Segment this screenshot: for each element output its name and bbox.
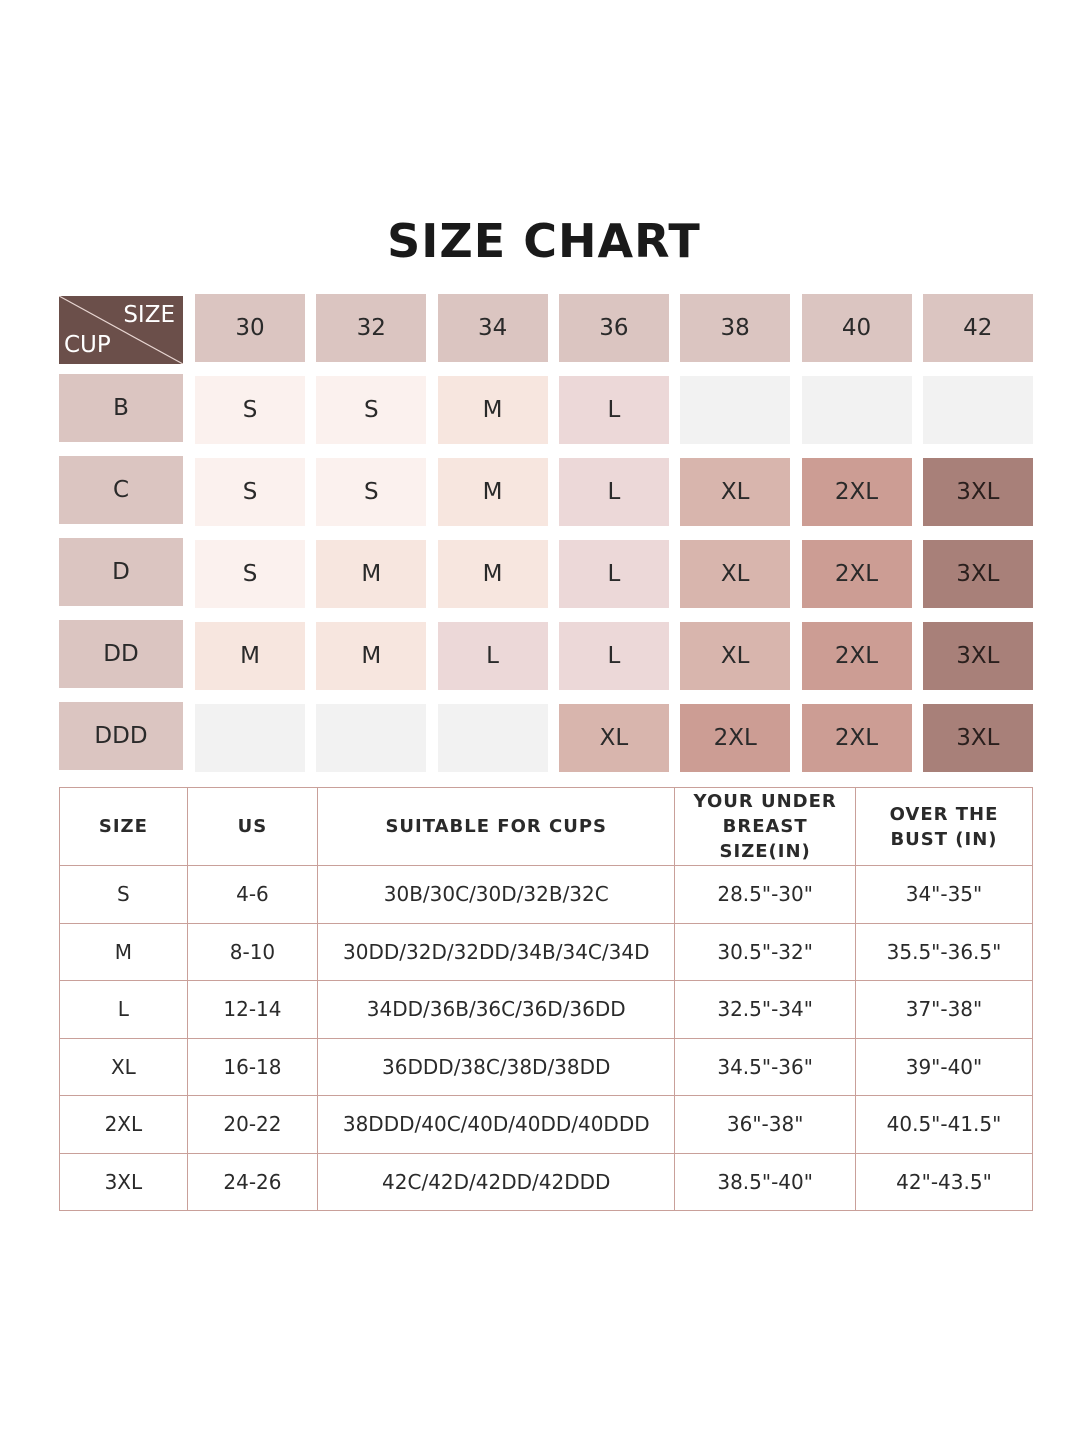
size-cell: XL — [680, 540, 791, 608]
size-cell: M — [316, 622, 427, 690]
band-size-header: 34 — [437, 294, 548, 362]
size-cell: XL — [680, 458, 791, 526]
size-cell: L — [558, 376, 669, 444]
cup-label: C — [59, 456, 183, 524]
size-cell: 3XL — [922, 540, 1033, 608]
size-cell: M — [195, 622, 305, 690]
size-cell: M — [437, 458, 548, 526]
size-cell — [680, 376, 791, 444]
grid-corner-header: SIZE CUP — [59, 296, 183, 364]
table-cell: M — [59, 922, 188, 981]
size-cell: L — [437, 622, 548, 690]
table-cell: 36DDD/38C/38D/38DD — [317, 1037, 676, 1096]
size-cell: S — [195, 376, 305, 444]
size-cell: 2XL — [680, 704, 791, 772]
diagonal-divider — [59, 296, 183, 364]
band-size-header: 42 — [922, 294, 1033, 362]
table-cell: S — [59, 865, 188, 924]
table-cell: 2XL — [59, 1095, 188, 1154]
size-cell: XL — [558, 704, 669, 772]
size-cell: 2XL — [801, 540, 912, 608]
size-cell — [801, 376, 912, 444]
table-cell: 24-26 — [186, 1152, 319, 1211]
size-cell: M — [437, 376, 548, 444]
page-title: SIZE CHART — [387, 214, 701, 268]
size-cell: 3XL — [922, 458, 1033, 526]
table-cell: 34DD/36B/36C/36D/36DD — [317, 980, 676, 1039]
table-cell: 12-14 — [186, 980, 319, 1039]
table-cell: 30.5"-32" — [674, 922, 856, 981]
size-cell: S — [316, 458, 427, 526]
table-row: S 4-6 30B/30C/30D/32B/32C 28.5"-30" 34"-35" — [59, 865, 1034, 924]
size-cell — [922, 376, 1033, 444]
band-size-header: 30 — [195, 294, 305, 362]
size-table: SIZE US SUITABLE FOR CUPS YOUR UNDER BREAST… — [59, 787, 1034, 1211]
table-cell: 34.5"-36" — [674, 1037, 856, 1096]
size-cell: M — [316, 540, 427, 608]
table-cell: 20-22 — [186, 1095, 319, 1154]
table-cell: 39"-40" — [854, 1037, 1034, 1096]
table-cell: 4-6 — [186, 865, 319, 924]
table-cell: 30B/30C/30D/32B/32C — [317, 865, 676, 924]
table-cell: 3XL — [59, 1152, 188, 1211]
corner-cup-label: CUP — [64, 332, 111, 358]
column-header: YOUR UNDER BREAST SIZE(IN) — [674, 787, 856, 866]
size-cell: 2XL — [801, 458, 912, 526]
table-cell: 38.5"-40" — [674, 1152, 856, 1211]
size-cell: 3XL — [922, 622, 1033, 690]
size-cell: L — [558, 458, 669, 526]
size-cell — [316, 704, 427, 772]
size-cell: S — [316, 376, 427, 444]
table-cell: 16-18 — [186, 1037, 319, 1096]
table-cell: 32.5"-34" — [674, 980, 856, 1039]
table-cell: 28.5"-30" — [674, 865, 856, 924]
cup-label: B — [59, 374, 183, 442]
cup-label: DDD — [59, 702, 183, 770]
size-cell: S — [195, 540, 305, 608]
column-header: SIZE — [59, 787, 188, 866]
size-cell: S — [195, 458, 305, 526]
size-cell: 2XL — [801, 704, 912, 772]
band-size-header: 40 — [801, 294, 912, 362]
table-cell: 42"-43.5" — [854, 1152, 1034, 1211]
table-row: L 12-14 34DD/36B/36C/36D/36DD 32.5"-34" 37"-… — [59, 980, 1034, 1039]
table-cell: 42C/42D/42DD/42DDD — [317, 1152, 676, 1211]
band-size-header: 38 — [680, 294, 791, 362]
table-row: M 8-10 30DD/32D/32DD/34B/34C/34D 30.5"-32" 3… — [59, 922, 1034, 981]
table-cell: 37"-38" — [854, 980, 1034, 1039]
table-cell: 35.5"-36.5" — [854, 922, 1034, 981]
table-cell: XL — [59, 1037, 188, 1096]
size-cell: L — [558, 540, 669, 608]
size-cell — [437, 704, 548, 772]
table-header-row: SIZE US SUITABLE FOR CUPS YOUR UNDER BREAST… — [59, 787, 1034, 866]
size-cell: 3XL — [922, 704, 1033, 772]
column-header: US — [186, 787, 319, 866]
table-row: 3XL 24-26 42C/42D/42DD/42DDD 38.5"-40" 42"-4… — [59, 1152, 1034, 1211]
size-cell — [195, 704, 305, 772]
column-header: SUITABLE FOR CUPS — [317, 787, 676, 866]
table-cell: 8-10 — [186, 922, 319, 981]
size-cell: M — [437, 540, 548, 608]
band-size-header: 36 — [558, 294, 669, 362]
corner-size-label: SIZE — [123, 302, 175, 328]
band-size-header: 32 — [316, 294, 427, 362]
table-row: XL 16-18 36DDD/38C/38D/38DD 34.5"-36" 39"-40… — [59, 1037, 1034, 1096]
table-cell: 34"-35" — [854, 865, 1034, 924]
column-header: OVER THE BUST (IN) — [854, 787, 1034, 866]
table-row: 2XL 20-22 38DDD/40C/40D/40DD/40DDD 36"-38" 4… — [59, 1095, 1034, 1154]
cup-label: D — [59, 538, 183, 606]
table-cell: 30DD/32D/32DD/34B/34C/34D — [317, 922, 676, 981]
size-cell: L — [558, 622, 669, 690]
table-cell: 36"-38" — [674, 1095, 856, 1154]
table-cell: L — [59, 980, 188, 1039]
size-cell: XL — [680, 622, 791, 690]
cup-label: DD — [59, 620, 183, 688]
table-cell: 40.5"-41.5" — [854, 1095, 1034, 1154]
size-cell: 2XL — [801, 622, 912, 690]
table-cell: 38DDD/40C/40D/40DD/40DDD — [317, 1095, 676, 1154]
